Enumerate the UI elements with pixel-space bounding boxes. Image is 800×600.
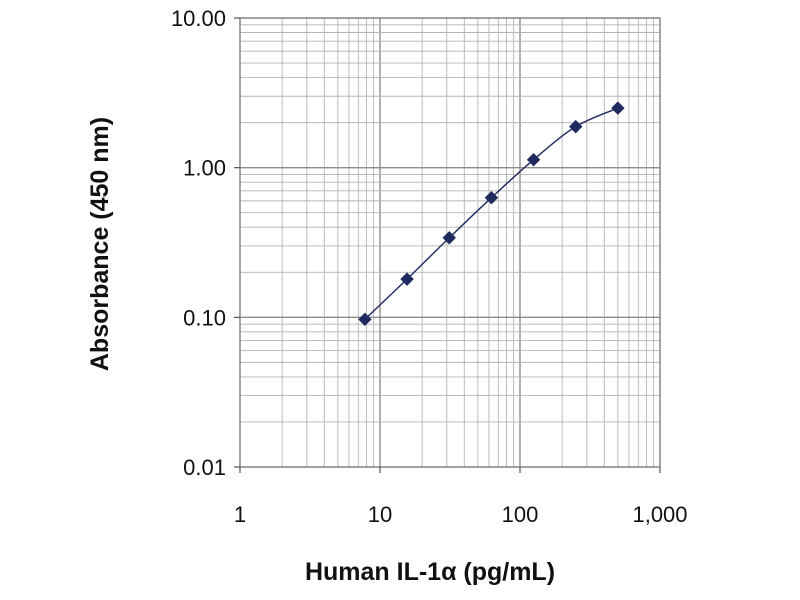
x-axis-ticks: 1 10 100 1,000 bbox=[234, 467, 688, 527]
x-tick-label: 1 bbox=[234, 502, 246, 527]
x-tick-label: 10 bbox=[368, 502, 392, 527]
data-point bbox=[526, 153, 541, 167]
data-point bbox=[484, 190, 499, 205]
data-point bbox=[569, 119, 583, 134]
chart-grid bbox=[239, 17, 661, 468]
y-tick-label: 1.00 bbox=[183, 156, 226, 181]
x-axis-title: Human IL-1α (pg/mL) bbox=[305, 558, 555, 586]
y-axis-ticks: 0.01 0.10 1.00 10.00 bbox=[171, 6, 240, 480]
plot-frame bbox=[239, 17, 661, 468]
data-point bbox=[400, 272, 414, 286]
y-axis-title: Absorbance (450 nm) bbox=[86, 117, 114, 371]
y-tick-label: 0.01 bbox=[183, 455, 226, 480]
y-tick-label: 0.10 bbox=[183, 305, 226, 330]
data-point bbox=[611, 101, 625, 115]
series-layer bbox=[358, 101, 625, 327]
y-tick-label: 10.00 bbox=[171, 6, 226, 31]
data-point bbox=[358, 312, 372, 327]
x-tick-label: 100 bbox=[502, 502, 539, 527]
x-tick-label: 1,000 bbox=[632, 502, 687, 527]
series-line bbox=[364, 107, 619, 320]
data-point bbox=[442, 231, 456, 245]
